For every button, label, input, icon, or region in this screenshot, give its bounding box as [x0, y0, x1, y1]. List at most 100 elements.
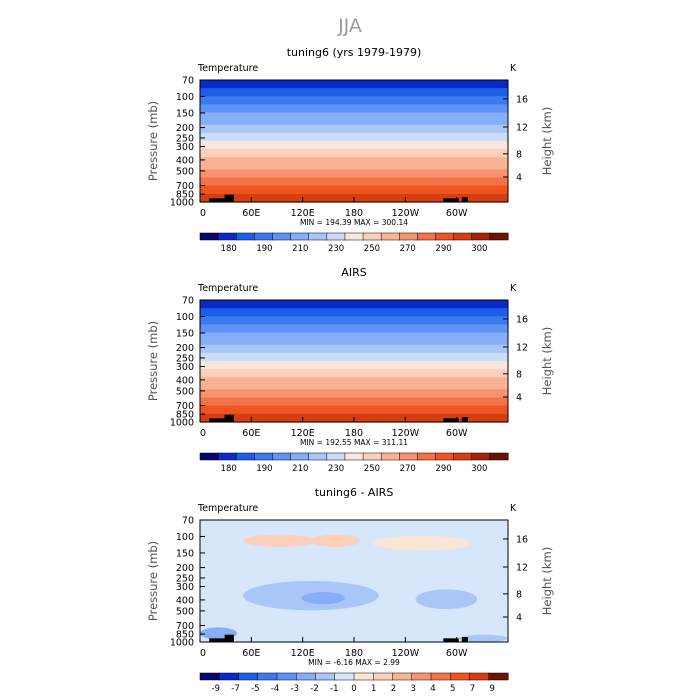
chart-panel: tuning6 (yrs 1979-1979) Temperature K 70 100…: [146, 46, 554, 254]
field-band: [200, 108, 508, 114]
pressure-tick-label: 850: [176, 190, 194, 201]
field-band: [200, 572, 508, 578]
pressure-tick-label: 100: [176, 92, 194, 103]
field-band: [200, 381, 508, 386]
colorbar-swatch: [217, 452, 237, 461]
topography: [443, 638, 459, 642]
field-band: [200, 348, 508, 354]
colorbar-swatch: [290, 452, 310, 461]
y-axis-label: Pressure (mb): [146, 101, 160, 181]
colorbar-swatch: [235, 452, 255, 461]
y-axis-label: Pressure (mb): [146, 321, 160, 401]
pressure-tick-label: 400: [176, 155, 194, 166]
height-tick-label: 8: [516, 149, 522, 160]
field-band: [200, 96, 508, 101]
pressure-tick-label: 500: [176, 606, 194, 617]
y-axis-label: Pressure (mb): [146, 541, 160, 621]
field-band: [200, 173, 508, 179]
colorbar-label: 3: [411, 684, 416, 694]
field-band: [200, 141, 508, 146]
field-band: [200, 132, 508, 138]
field-band: [200, 128, 508, 134]
field-band: [200, 157, 508, 162]
height-tick-label: 8: [516, 369, 522, 380]
field-band: [200, 564, 508, 570]
field-band: [200, 365, 508, 370]
pressure-tick-label: 200: [176, 123, 194, 134]
field-band: [200, 308, 508, 313]
pressure-tick-label: 150: [176, 548, 194, 559]
colorbar-label: 0: [351, 684, 356, 694]
pressure-tick-label: 700: [176, 401, 194, 412]
colorbar-label: -5: [251, 684, 259, 694]
field-band: [200, 84, 508, 89]
field-band: [200, 633, 508, 639]
anomaly-region: [243, 534, 318, 547]
colorbar-swatch: [380, 232, 400, 241]
field-band: [200, 560, 508, 566]
colorbar-swatch: [326, 232, 346, 241]
pressure-tick-label: 200: [176, 563, 194, 574]
min-max-stats: MIN = 194.39 MAX = 300.14: [300, 218, 408, 227]
topography: [443, 198, 459, 202]
colorbar-swatch: [344, 452, 364, 461]
topography: [443, 418, 459, 422]
field-band: [200, 165, 508, 171]
min-max-stats: MIN = -6.16 MAX = 2.99: [308, 658, 400, 667]
topography: [224, 634, 234, 642]
colorbar-swatch: [435, 452, 455, 461]
field-label: Temperature: [197, 503, 258, 514]
anomaly-region: [310, 534, 361, 547]
units-label: K: [510, 283, 517, 294]
colorbar-swatch: [430, 672, 451, 681]
pressure-tick-label: 400: [176, 595, 194, 606]
field-band: [200, 332, 508, 338]
field-band: [200, 316, 508, 321]
colorbar-swatch: [238, 672, 259, 681]
panel-title: AIRS: [341, 266, 366, 279]
colorbar-swatch: [308, 232, 328, 241]
anomaly-region: [458, 634, 508, 643]
field-band: [200, 344, 508, 350]
field-band: [200, 377, 508, 382]
lon-tick-label: 60W: [446, 428, 468, 439]
field-band: [200, 352, 508, 358]
height-tick-label: 12: [516, 122, 528, 133]
field-band: [200, 120, 508, 126]
pressure-tick-label: 70: [182, 76, 194, 87]
colorbar-swatch: [254, 452, 274, 461]
pressure-tick-label: 1000: [170, 638, 194, 649]
colorbar-swatch: [290, 232, 310, 241]
panel-title: tuning6 (yrs 1979-1979): [287, 46, 422, 59]
lon-tick-label: 0: [200, 208, 206, 219]
colorbar-swatch: [199, 672, 220, 681]
pressure-tick-label: 400: [176, 375, 194, 386]
field-band: [200, 576, 508, 582]
pressure-tick-label: 700: [176, 181, 194, 192]
colorbar-swatch: [217, 232, 237, 241]
height-tick-label: 8: [516, 589, 522, 600]
topography: [209, 638, 231, 642]
colorbar-label: -1: [330, 684, 338, 694]
colorbar-swatch: [453, 232, 473, 241]
colorbar-swatch: [296, 672, 317, 681]
colorbar-swatch: [199, 452, 219, 461]
field-band: [200, 524, 508, 529]
field-band: [200, 328, 508, 334]
y-axis-label-right: Height (km): [540, 547, 554, 616]
colorbar-label: 270: [400, 244, 416, 254]
colorbar-label: 180: [221, 464, 237, 474]
field-band: [200, 556, 508, 562]
field-band: [200, 528, 508, 533]
height-tick-label: 12: [516, 342, 528, 353]
colorbar-swatch: [469, 672, 490, 681]
field-band: [200, 393, 508, 399]
topography: [461, 417, 468, 422]
pressure-tick-label: 300: [176, 582, 194, 593]
field-band: [200, 629, 508, 635]
colorbar-label: 300: [471, 464, 487, 474]
pressure-tick-label: 250: [176, 573, 194, 584]
colorbar-swatch: [326, 452, 346, 461]
